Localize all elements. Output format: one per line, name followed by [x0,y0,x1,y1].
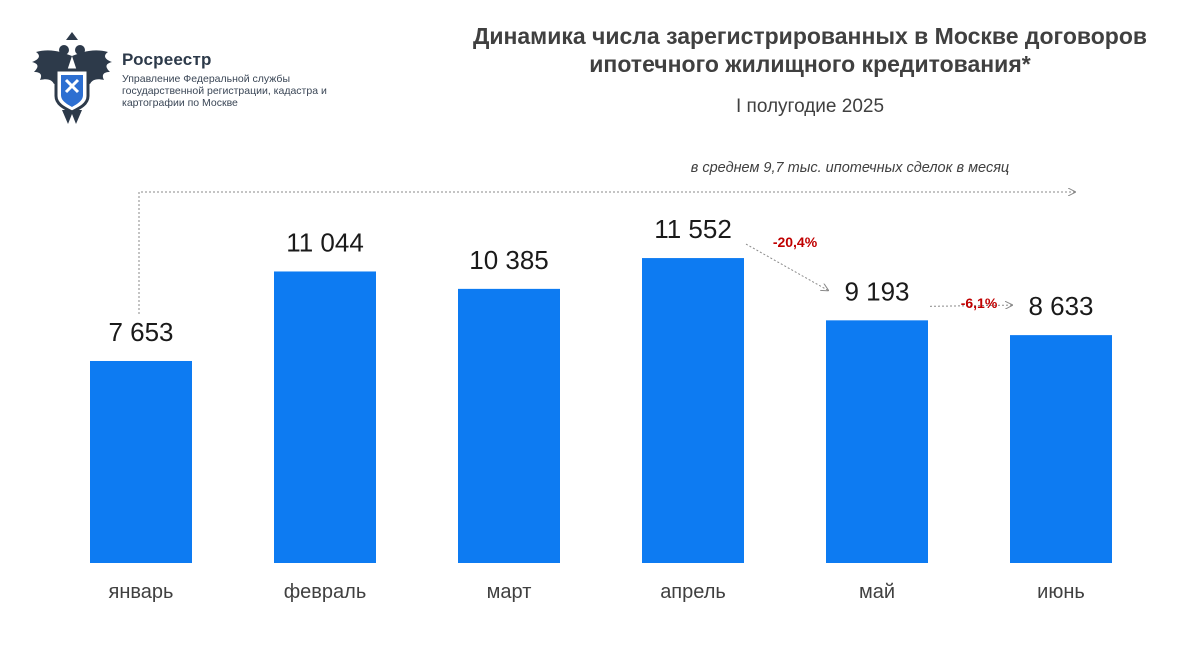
category-label-3: март [487,581,532,603]
category-label-5: май [859,581,895,603]
change-arrow-1 [745,243,828,290]
change-arrow-2 [929,305,1012,306]
value-label-4: 11 552 [654,214,732,244]
category-label-4: апрель [660,581,726,603]
value-label-1: 7 653 [108,317,173,347]
category-label-6: июнь [1037,581,1085,603]
change-label-1: -20,4% [773,234,818,250]
org-name: Росреестр [122,50,212,69]
category-label-1: январь [109,581,174,603]
bar-4 [642,258,744,563]
average-bracket [138,192,1075,314]
value-label-6: 8 633 [1028,291,1093,321]
value-label-5: 9 193 [844,276,909,306]
average-note: в среднем 9,7 тыс. ипотечных сделок в ме… [690,160,1010,176]
value-label-2: 11 044 [286,227,364,257]
rosreestr-logo: Росреестр Управление Федеральной службы … [28,30,328,130]
change-label-2: -6,1% [961,295,998,311]
org-description: Управление Федеральной службы государств… [122,73,327,109]
bar-1 [90,360,192,563]
bar-2 [274,271,376,563]
chart-title: Динамика числа зарегистрированных в Моск… [472,23,1148,77]
bar-3 [458,288,560,563]
chart-subtitle: I полугодие 2025 [735,96,885,117]
category-label-2: февраль [284,581,367,603]
bar-6 [1010,335,1112,563]
bar-5 [826,320,928,563]
value-label-3: 10 385 [469,245,549,275]
emblem-icon [32,32,112,124]
